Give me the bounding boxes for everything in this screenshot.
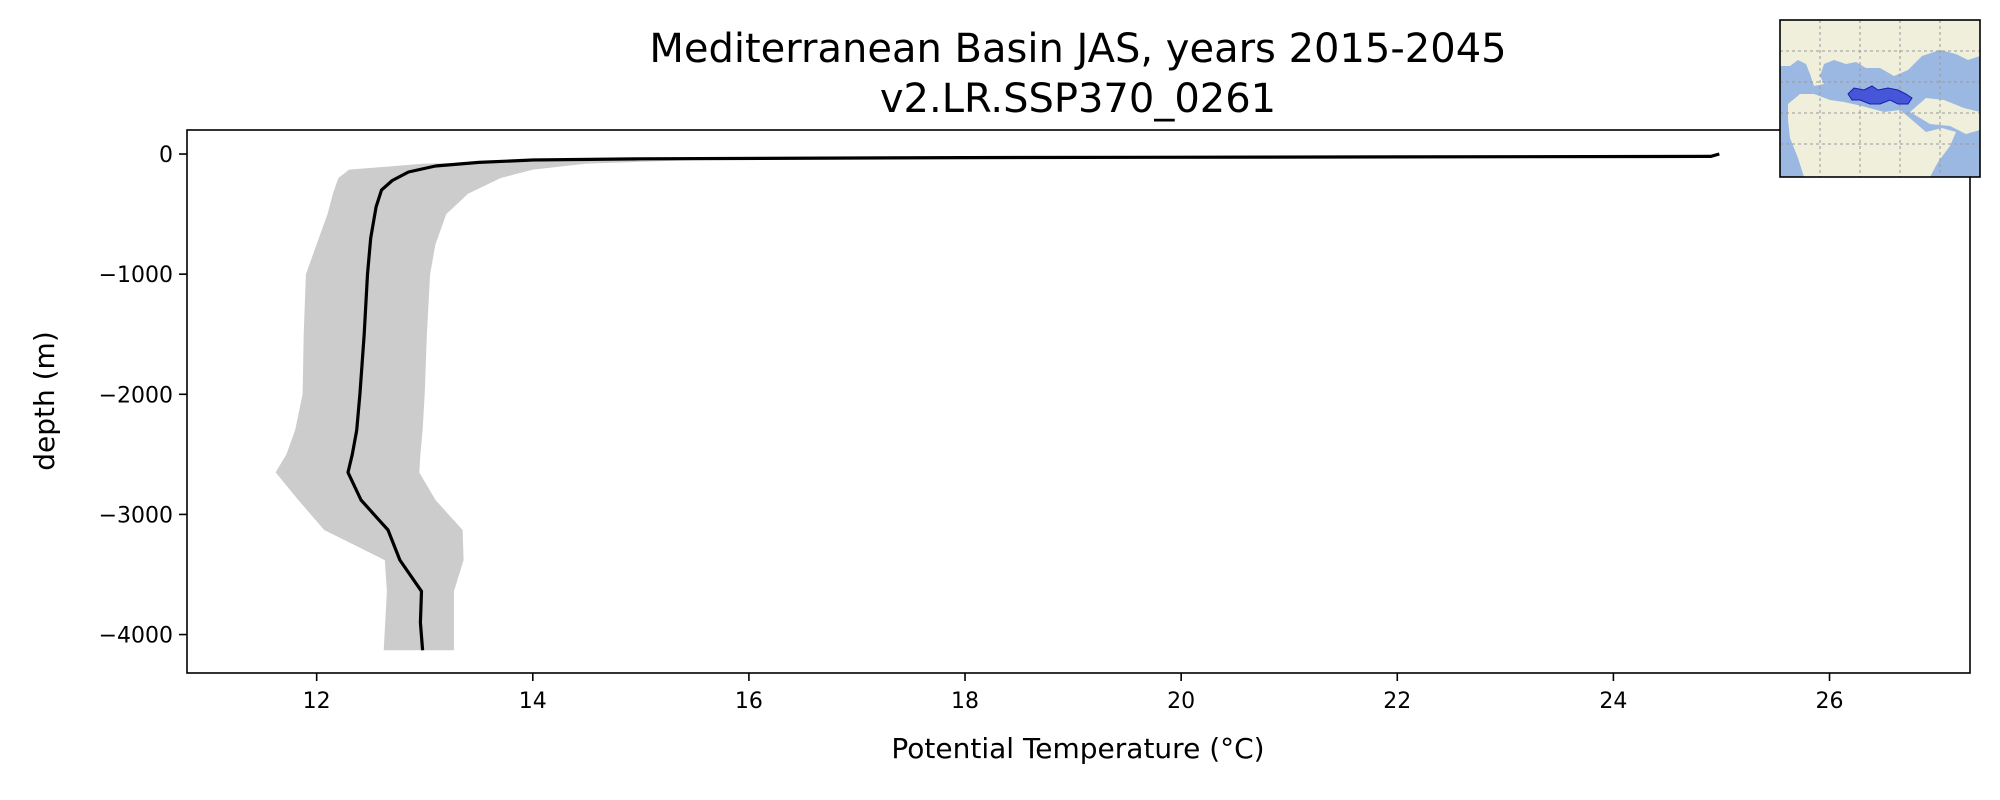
x-tick-label: 16 — [735, 689, 763, 714]
x-axis-label: Potential Temperature (°C) — [891, 732, 1264, 765]
y-tick-label: 0 — [159, 143, 173, 168]
x-tick-label: 26 — [1816, 689, 1844, 714]
x-axis: 12 14 16 18 20 22 24 26 — [303, 673, 1844, 714]
y-tick-label: −2000 — [99, 383, 173, 408]
x-tick-label: 18 — [951, 689, 979, 714]
axes-frame — [186, 129, 1971, 674]
plot-area — [275, 152, 1776, 651]
x-tick-label: 14 — [519, 689, 547, 714]
y-tick-label: −1000 — [99, 263, 173, 288]
map-region-highlight — [1847, 85, 1913, 105]
y-axis-label: depth (m) — [28, 331, 61, 471]
y-tick-label: −3000 — [99, 503, 173, 528]
series-mean-line — [346, 152, 1720, 651]
inset-map — [1779, 19, 1981, 178]
x-tick-label: 20 — [1167, 689, 1195, 714]
y-tick-label: −4000 — [99, 624, 173, 649]
y-axis: 0 −1000 −2000 −3000 −4000 — [99, 143, 187, 649]
inset-map-frame — [1779, 19, 1981, 178]
series-range-band — [275, 154, 1776, 651]
chart-title: Mediterranean Basin JAS, years 2015-2045 — [649, 26, 1506, 72]
chart-subtitle: v2.LR.SSP370_0261 — [880, 76, 1276, 122]
map-land — [1780, 20, 1980, 177]
x-tick-label: 24 — [1599, 689, 1627, 714]
x-tick-label: 12 — [303, 689, 331, 714]
x-tick-label: 22 — [1383, 689, 1411, 714]
